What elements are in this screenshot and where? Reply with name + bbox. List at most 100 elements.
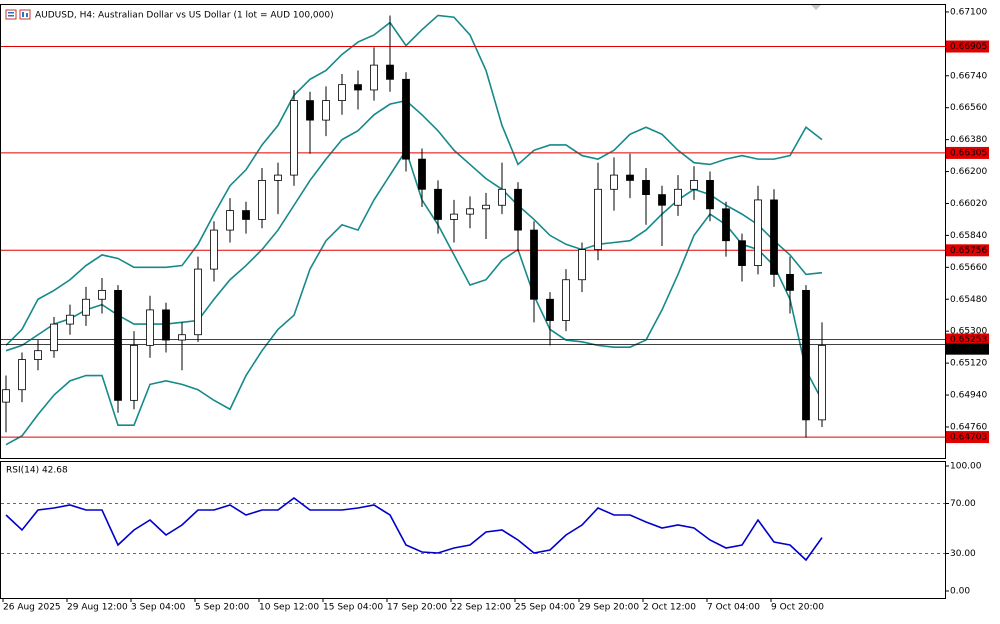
- candle-body: [530, 229, 538, 300]
- candle-body: [2, 389, 10, 403]
- candle-body: [434, 188, 442, 220]
- x-tick-label: 29 Aug 12:00: [67, 603, 128, 613]
- candle-body: [738, 240, 746, 266]
- candle-body: [450, 213, 458, 220]
- candle-body: [514, 188, 522, 231]
- rsi-pane-frame: [0, 461, 946, 599]
- candle-body: [162, 309, 170, 341]
- band-line: [5, 148, 823, 446]
- candle-body: [770, 199, 778, 275]
- x-tick-label: 7 Oct 04:00: [707, 603, 760, 613]
- candle-body: [402, 78, 410, 160]
- candle-body: [50, 323, 58, 352]
- candle-body: [482, 204, 490, 210]
- y-tick-label: 30.00: [950, 549, 976, 559]
- level-tag: [946, 244, 989, 257]
- candle-body: [418, 158, 426, 190]
- candle-body: [82, 298, 90, 316]
- candle-body: [658, 194, 666, 206]
- candle-body: [226, 210, 234, 231]
- candle-body: [370, 64, 378, 91]
- level-label: 0.66905: [950, 42, 987, 52]
- x-tick-label: 5 Sep 20:00: [195, 603, 250, 613]
- y-tick-label: 0.66200: [950, 167, 987, 177]
- candle-body: [642, 180, 650, 196]
- y-tick-label: 0.64940: [950, 391, 987, 401]
- candle-body: [130, 344, 138, 401]
- y-tick-label: 0.64760: [950, 422, 987, 432]
- level-tag: [946, 40, 989, 53]
- candle-body: [690, 180, 698, 190]
- candle-body: [354, 84, 362, 91]
- rsi-title: RSI(14) 42.68: [6, 466, 68, 476]
- candle-body: [722, 208, 730, 242]
- x-tick-label: 25 Sep 04:00: [515, 603, 575, 613]
- candle-body: [242, 210, 250, 220]
- icon: [8, 12, 14, 14]
- x-tick-label: 22 Sep 12:00: [451, 603, 511, 613]
- candle-body: [66, 314, 74, 325]
- candle-body: [802, 289, 810, 421]
- candle-body: [386, 64, 394, 80]
- candle-body: [754, 199, 762, 266]
- band-line: [5, 99, 823, 352]
- level-label: 0.64703: [950, 433, 987, 443]
- icon: [19, 9, 31, 20]
- candle-body: [786, 274, 794, 291]
- candle-body: [146, 309, 154, 346]
- candle-body: [674, 188, 682, 206]
- window-icons: [5, 9, 31, 20]
- y-tick-label: 0.65840: [950, 231, 987, 241]
- candle-body: [498, 188, 506, 206]
- candle-body: [466, 208, 474, 215]
- candle-body: [594, 188, 602, 250]
- last-price-label: 0.65224: [950, 345, 987, 355]
- x-tick-label: 10 Sep 12:00: [259, 603, 319, 613]
- candle-body: [210, 229, 218, 270]
- icon: [22, 12, 24, 17]
- level-tag: [946, 146, 989, 159]
- x-tick-label: 17 Sep 20:00: [387, 603, 447, 613]
- level-tag: [946, 431, 989, 444]
- y-tick-label: 0.67100: [950, 7, 987, 17]
- candle-body: [98, 289, 106, 300]
- price-pane-frame: [0, 4, 946, 459]
- candle-body: [18, 359, 26, 391]
- candle-body: [626, 174, 634, 181]
- level-tag: [946, 333, 989, 346]
- y-tick-label: 70.00: [950, 499, 976, 509]
- candle-body: [322, 100, 330, 121]
- y-tick-label: 0.65660: [950, 263, 987, 273]
- icon: [5, 9, 17, 20]
- x-tick-label: 26 Aug 2025: [3, 603, 61, 613]
- icon: [26, 13, 28, 17]
- y-tick-label: 0.66380: [950, 135, 987, 145]
- candle-body: [578, 249, 586, 281]
- candle-body: [114, 289, 122, 401]
- candle-body: [562, 279, 570, 321]
- last-price-tag: [946, 343, 989, 355]
- band-line: [5, 14, 823, 346]
- candle-body: [290, 100, 298, 176]
- candle-body: [610, 174, 618, 190]
- y-tick-label: 0.66020: [950, 199, 987, 209]
- level-label: 0.65756: [950, 246, 987, 256]
- candle-body: [338, 84, 346, 102]
- candle-body: [306, 100, 314, 121]
- y-tick-label: 0.65480: [950, 295, 987, 305]
- x-tick-label: 15 Sep 04:00: [323, 603, 383, 613]
- x-tick-label: 29 Sep 20:00: [579, 603, 639, 613]
- candle-body: [34, 350, 42, 360]
- candle-body: [274, 174, 282, 181]
- candle-body: [258, 180, 266, 220]
- icon: [8, 15, 14, 17]
- chart-title: AUDUSD, H4: Australian Dollar vs US Doll…: [35, 11, 334, 21]
- candle-body: [546, 298, 554, 321]
- candle-body: [818, 344, 826, 421]
- x-tick-label: 9 Oct 20:00: [771, 603, 824, 613]
- y-tick-label: 0.65120: [950, 359, 987, 369]
- candle-body: [706, 180, 714, 210]
- rsi-line: [5, 497, 823, 562]
